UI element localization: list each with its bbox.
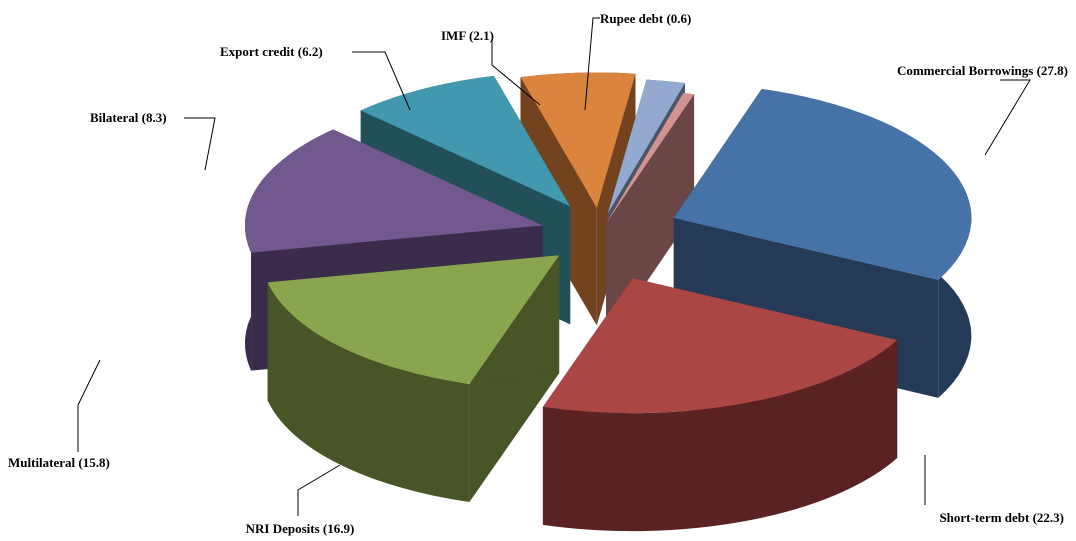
leader-line-5 <box>352 51 411 111</box>
slice-label-5: Export credit (6.2) <box>220 44 323 59</box>
pie-slice-2 <box>267 255 560 502</box>
slice-top-face <box>267 255 560 384</box>
slice-top-face <box>360 75 571 207</box>
leader-line-4 <box>184 117 216 171</box>
leader-line-0 <box>984 79 1031 156</box>
slice-outer-wall <box>267 282 470 502</box>
leader-line-6 <box>491 40 541 106</box>
slice-top-face <box>606 92 695 224</box>
slice-label-0: Commercial Borrowings (27.8) <box>897 63 1068 78</box>
slice-top-face <box>520 72 636 208</box>
leader-line-3 <box>77 359 101 452</box>
slice-top-face <box>673 88 972 280</box>
slice-label-6: IMF (2.1) <box>441 28 494 43</box>
leader-line-7 <box>584 17 600 111</box>
pie-slice-7 <box>606 92 695 342</box>
slice-label-4: Bilateral (8.3) <box>90 110 167 125</box>
slice-label-2: NRI Deposits (16.9) <box>246 521 355 536</box>
slice-wall-end <box>606 94 695 342</box>
slice-label-3: Multilateral (15.8) <box>8 455 110 470</box>
slice-outer-wall <box>542 340 898 532</box>
slice-top-face <box>607 79 685 214</box>
slice-outer-wall <box>683 92 695 213</box>
pie-slice-1 <box>542 278 898 532</box>
slice-top-face <box>542 278 898 414</box>
slice-top-face <box>244 129 543 253</box>
leader-line-2 <box>297 464 341 516</box>
slice-label-7: Rupee debt (0.6) <box>600 11 691 26</box>
slice-label-1: Short-term debt (22.3) <box>939 510 1064 525</box>
